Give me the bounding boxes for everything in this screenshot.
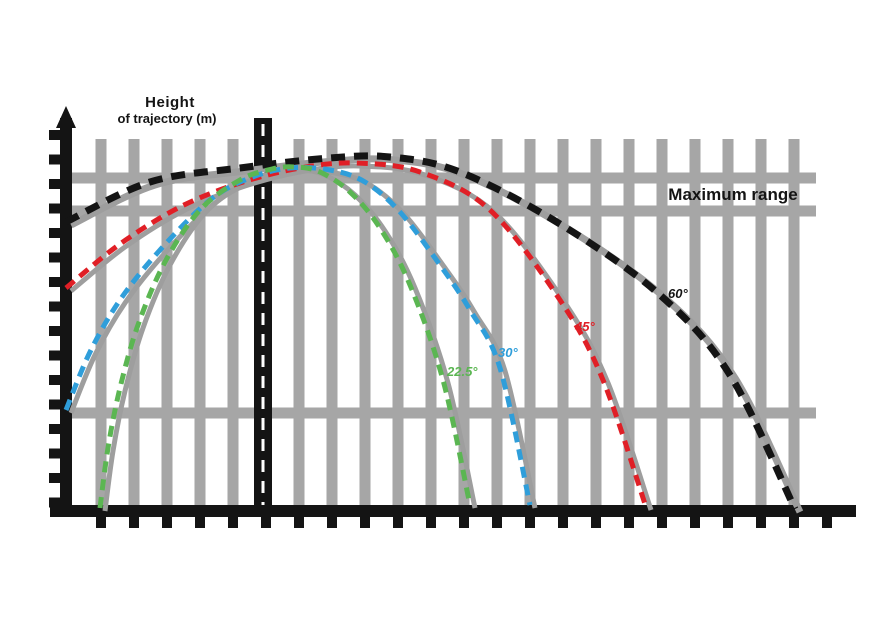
curve-label-trajectory-22-5: 22.5° — [447, 364, 478, 379]
vertical-gridline — [590, 139, 602, 511]
x-axis-tick — [624, 517, 634, 528]
x-axis-tick — [360, 517, 370, 528]
x-axis-tick — [129, 517, 139, 528]
vertical-gridline — [359, 139, 371, 511]
y-axis-tick — [49, 424, 60, 434]
trajectory-22-5-curve — [97, 164, 473, 509]
vertical-gridline — [326, 139, 338, 511]
y-axis-tick — [49, 497, 60, 508]
vertical-gridline — [656, 139, 668, 511]
vertical-gridline — [161, 139, 173, 511]
vertical-gridline — [788, 139, 800, 511]
vertical-gridline — [623, 139, 635, 511]
x-axis — [50, 505, 856, 517]
x-axis-tick — [228, 517, 238, 528]
y-axis-tick — [49, 301, 60, 312]
y-axis-tick — [49, 350, 60, 361]
x-axis-tick — [723, 517, 733, 528]
trajectory-22-5-shadow — [102, 167, 478, 512]
x-axis-tick — [690, 517, 700, 528]
y-axis-tick — [49, 252, 60, 263]
y-axis-tick — [49, 203, 60, 214]
x-axis-tick — [492, 517, 502, 528]
y-axis-tick — [49, 228, 60, 238]
x-axis-tick — [393, 517, 403, 528]
horizontal-gridline — [66, 172, 816, 184]
y-axis — [60, 118, 72, 517]
x-axis-tick — [822, 517, 832, 528]
trajectory-45-curve — [64, 160, 649, 508]
horizontal-gridline — [66, 407, 816, 419]
y-axis-tick — [49, 448, 60, 459]
trajectory-60-curve — [64, 152, 799, 511]
curve-label-trajectory-45: 45° — [575, 319, 595, 334]
figure-title-line2: of trajectory (m) — [117, 111, 217, 126]
y-axis-tick — [49, 130, 60, 140]
x-axis-tick — [558, 517, 568, 528]
x-axis-tick — [756, 517, 766, 528]
x-axis-tick — [525, 517, 535, 528]
vertical-gridline — [293, 139, 305, 511]
x-axis-tick — [162, 517, 172, 528]
vertical-gridline — [392, 139, 404, 511]
vertical-gridline — [557, 139, 569, 511]
vertical-gridline — [458, 139, 470, 511]
x-axis-tick — [591, 517, 601, 528]
vertical-gridline — [755, 139, 767, 511]
y-axis-tick — [49, 326, 60, 336]
figure-title-line1: Height — [145, 94, 195, 111]
trajectory-45-shadow — [69, 163, 654, 511]
x-axis-tick — [261, 517, 271, 528]
horizontal-gridline — [66, 205, 816, 217]
y-axis-tick — [49, 473, 60, 483]
x-axis-tick — [96, 517, 106, 528]
y-axis-tick — [49, 277, 60, 287]
x-axis-tick — [327, 517, 337, 528]
y-axis-tick — [49, 375, 60, 385]
vertical-gridline — [194, 139, 206, 511]
vertical-gridline — [491, 139, 503, 511]
vertical-gridline — [227, 139, 239, 511]
curve-label-trajectory-60: 60° — [668, 286, 688, 301]
x-axis-tick — [459, 517, 469, 528]
x-axis-tick — [426, 517, 436, 528]
y-axis-tick — [49, 399, 60, 410]
curve-label-trajectory-30: 30° — [498, 345, 518, 360]
x-axis-tick — [789, 517, 799, 528]
y-axis-arrow-icon — [56, 106, 76, 128]
vertical-gridline — [95, 139, 107, 511]
vertical-gridline — [524, 139, 536, 511]
x-axis-tick — [657, 517, 667, 528]
y-axis-tick — [49, 179, 60, 189]
annotation-maximum-range: Maximum range — [668, 185, 798, 204]
vertical-gridline — [722, 139, 734, 511]
trajectory-30-curve — [63, 164, 533, 506]
x-axis-tick — [195, 517, 205, 528]
y-axis-tick — [49, 154, 60, 165]
x-axis-tick — [294, 517, 304, 528]
vertical-gridline — [128, 139, 140, 511]
